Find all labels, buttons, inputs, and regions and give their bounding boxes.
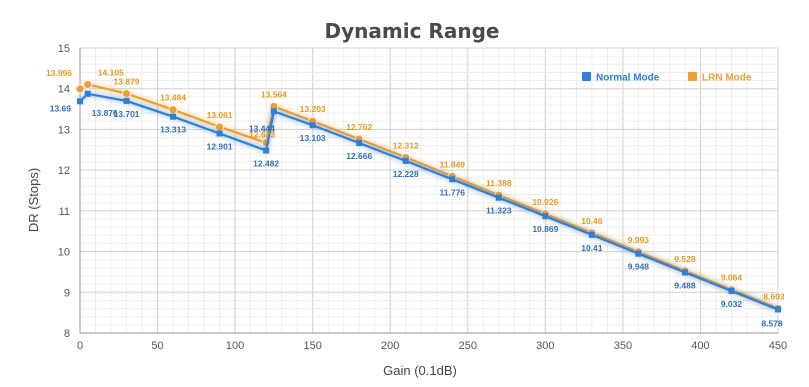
normal-point bbox=[635, 250, 642, 257]
lrn-data-label: 14.105 bbox=[98, 67, 124, 77]
normal-point bbox=[77, 98, 83, 105]
lrn-point bbox=[168, 105, 178, 115]
normal-data-label: 9.032 bbox=[721, 299, 743, 309]
normal-data-label: 12.666 bbox=[346, 151, 372, 161]
normal-data-label: 10.41 bbox=[581, 243, 603, 253]
normal-point bbox=[588, 231, 595, 238]
normal-point bbox=[402, 157, 409, 164]
normal-point bbox=[728, 287, 735, 294]
legend-swatch bbox=[688, 72, 697, 81]
normal-point bbox=[263, 147, 270, 154]
normal-point bbox=[216, 130, 223, 137]
normal-point bbox=[309, 122, 316, 129]
y-tick-label: 13 bbox=[58, 124, 70, 136]
normal-data-label: 13.876 bbox=[92, 108, 118, 118]
normal-data-label: 13.701 bbox=[114, 109, 140, 119]
normal-point bbox=[123, 97, 130, 104]
normal-data-label: 10.869 bbox=[532, 224, 558, 234]
normal-data-label: 9.488 bbox=[674, 280, 696, 290]
lrn-point bbox=[75, 84, 85, 94]
x-tick-label: 300 bbox=[536, 340, 554, 352]
lrn-data-label: 13.061 bbox=[207, 110, 233, 120]
y-tick-label: 10 bbox=[58, 247, 70, 259]
legend-label: LRN Mode bbox=[702, 73, 752, 84]
lrn-data-label: 8.603 bbox=[763, 291, 785, 301]
lrn-data-label: 9.528 bbox=[674, 254, 696, 264]
x-tick-label: 200 bbox=[381, 340, 399, 352]
y-tick-label: 9 bbox=[64, 287, 70, 299]
y-tick-label: 11 bbox=[59, 206, 70, 218]
lrn-data-label: 13.996 bbox=[46, 68, 72, 78]
chart-title: Dynamic Range bbox=[325, 19, 500, 43]
y-tick-label: 14 bbox=[58, 84, 70, 96]
lrn-data-label: 12.762 bbox=[346, 122, 372, 132]
lrn-data-label: 13.564 bbox=[261, 89, 287, 99]
legend-swatch bbox=[582, 72, 591, 81]
normal-data-label: 13.103 bbox=[300, 133, 326, 143]
normal-data-label: 8.578 bbox=[761, 318, 783, 328]
x-tick-label: 50 bbox=[151, 340, 163, 352]
normal-point bbox=[170, 113, 177, 120]
normal-data-label: 12.228 bbox=[393, 169, 419, 179]
normal-point bbox=[84, 90, 91, 97]
normal-data-label: 9.948 bbox=[628, 262, 650, 272]
y-tick-label: 15 bbox=[58, 43, 70, 55]
lrn-data-label: 10.926 bbox=[532, 197, 558, 207]
normal-data-label: 13.444 bbox=[249, 123, 275, 133]
lrn-point bbox=[122, 89, 131, 99]
legend-label: Normal Mode bbox=[596, 73, 660, 84]
normal-point bbox=[449, 176, 456, 183]
x-tick-label: 250 bbox=[459, 340, 477, 352]
y-tick-label: 12 bbox=[58, 165, 70, 177]
normal-data-label: 11.776 bbox=[440, 187, 466, 197]
y-tick-label: 8 bbox=[64, 328, 70, 340]
lrn-point bbox=[83, 80, 93, 89]
lrn-data-label: 9.064 bbox=[721, 273, 743, 283]
series bbox=[75, 80, 783, 313]
lrn-data-label: 11.849 bbox=[440, 159, 466, 169]
x-tick-label: 100 bbox=[226, 340, 244, 352]
normal-point bbox=[495, 194, 502, 201]
lrn-data-label: 11.388 bbox=[486, 178, 512, 188]
normal-data-label: 13.313 bbox=[160, 125, 186, 135]
normal-data-label: 13.69 bbox=[50, 103, 72, 113]
x-tick-label: 400 bbox=[691, 340, 709, 352]
lrn-data-label: 12.673 bbox=[249, 130, 275, 140]
x-tick-label: 350 bbox=[614, 340, 632, 352]
normal-point bbox=[270, 108, 277, 115]
x-tick-label: 0 bbox=[77, 340, 83, 352]
x-tick-label: 150 bbox=[303, 340, 321, 352]
normal-point bbox=[681, 269, 688, 276]
normal-data-label: 11.323 bbox=[486, 206, 512, 216]
normal-data-label: 12.901 bbox=[207, 141, 233, 151]
series-line bbox=[79, 92, 779, 311]
lrn-data-label: 10.46 bbox=[581, 216, 603, 226]
lrn-data-label: 13.484 bbox=[160, 93, 186, 103]
x-axis-label: Gain (0.1dB) bbox=[383, 363, 457, 378]
y-axis-label: DR (Stops) bbox=[26, 168, 41, 232]
lrn-data-label: 9.993 bbox=[628, 235, 650, 245]
normal-data-label: 12.482 bbox=[253, 159, 279, 169]
x-tick-label: 450 bbox=[769, 340, 787, 352]
normal-point bbox=[775, 306, 781, 313]
normal-point bbox=[542, 213, 549, 220]
axes: 0 50 100 150 200 250 300 350 400 450 8 9 10 11 12 13 14 1… bbox=[58, 43, 787, 352]
lrn-data-label: 12.312 bbox=[393, 140, 419, 150]
lrn-data-label: 13.203 bbox=[300, 104, 326, 114]
normal-point bbox=[356, 140, 363, 147]
lrn-data-label: 13.879 bbox=[114, 77, 140, 87]
legend: Normal Mode LRN Mode bbox=[582, 72, 752, 84]
